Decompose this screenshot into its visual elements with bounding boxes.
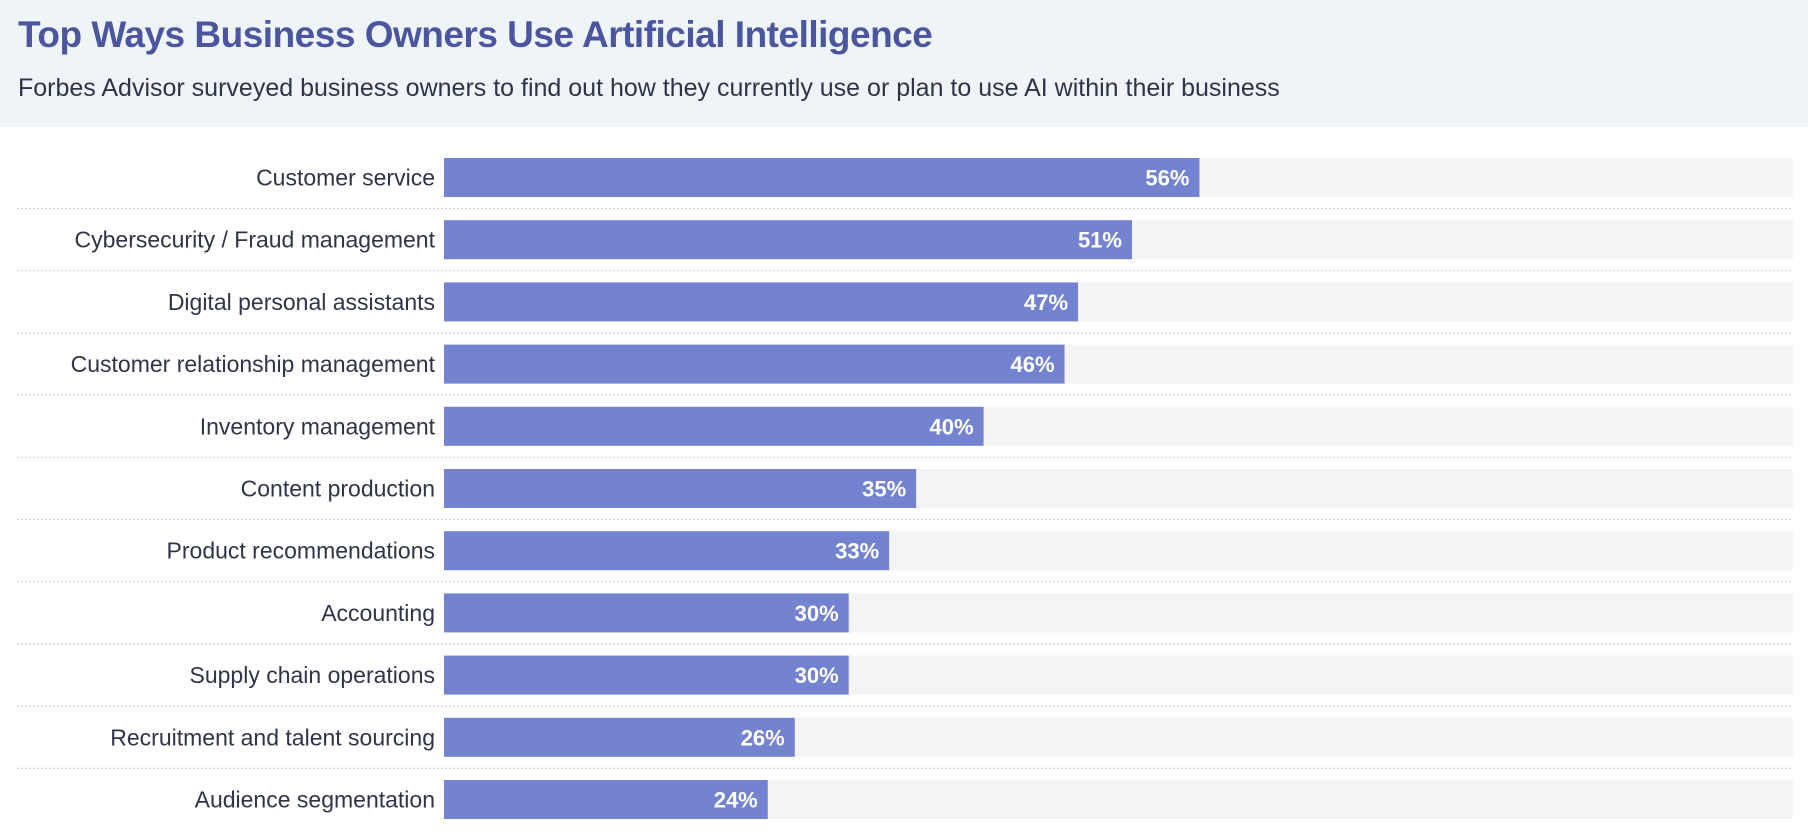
- bar: [444, 531, 890, 571]
- value-label: 30%: [795, 663, 839, 688]
- chart-subtitle: Forbes Advisor surveyed business owners …: [18, 74, 1280, 102]
- category-label: Customer service: [256, 165, 435, 191]
- category-label: Inventory management: [200, 413, 436, 439]
- bar: [444, 469, 917, 508]
- bar-chart: Customer service 56% Cybersecurity / Fraud…: [17, 158, 1793, 819]
- category-label: Recruitment and talent sourcing: [110, 724, 435, 750]
- bar: [444, 406, 984, 446]
- value-label: 24%: [714, 788, 758, 813]
- chart-title: Top Ways Business Owners Use Artificial …: [18, 14, 933, 55]
- value-label: 47%: [1024, 290, 1068, 315]
- value-label: 30%: [795, 601, 839, 626]
- category-label: Product recommendations: [167, 538, 435, 564]
- bar: [444, 282, 1079, 322]
- bar: [444, 780, 768, 819]
- value-label: 26%: [741, 725, 785, 750]
- chart-header: Top Ways Business Owners Use Artificial …: [0, 0, 1808, 127]
- value-label: 46%: [1010, 352, 1054, 377]
- category-label: Digital personal assistants: [168, 289, 435, 315]
- category-label: Accounting: [321, 600, 435, 626]
- value-label: 56%: [1145, 166, 1189, 191]
- category-label: Audience segmentation: [195, 787, 435, 813]
- bar: [444, 655, 849, 695]
- value-label: 40%: [930, 414, 974, 439]
- value-label: 35%: [862, 477, 906, 502]
- bar: [444, 220, 1132, 260]
- bar: [444, 593, 849, 633]
- bar: [444, 158, 1200, 197]
- category-label: Cybersecurity / Fraud management: [75, 227, 436, 253]
- category-label: Supply chain operations: [190, 662, 436, 688]
- value-label: 33%: [835, 539, 879, 564]
- category-label: Customer relationship management: [71, 351, 436, 377]
- value-label: 51%: [1078, 228, 1122, 253]
- bar: [444, 344, 1065, 384]
- category-label: Content production: [241, 476, 435, 502]
- bar: [444, 717, 795, 757]
